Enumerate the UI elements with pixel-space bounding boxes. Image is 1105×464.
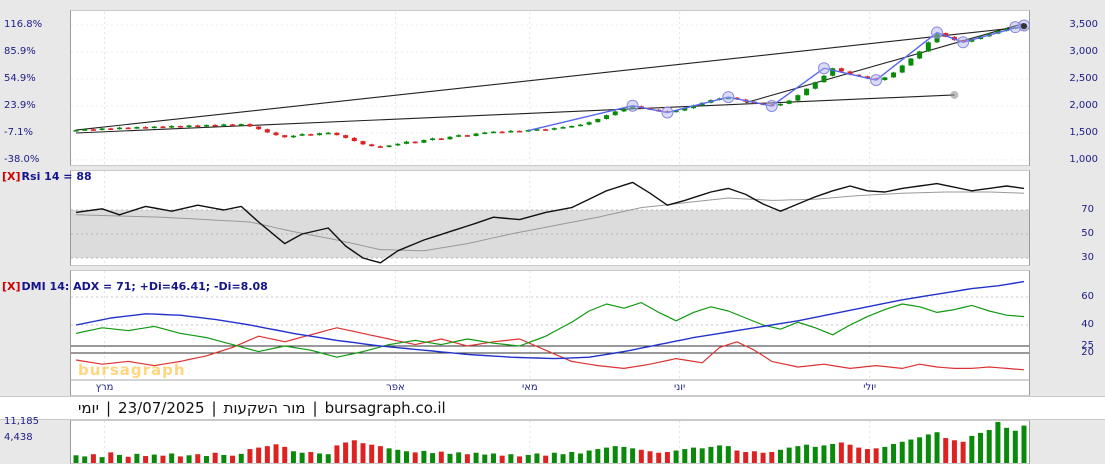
- date-label: 23/07/2025: [118, 399, 205, 417]
- separator: |: [312, 399, 318, 417]
- timeframe-label: יומי: [78, 399, 99, 417]
- watermark: bursagraph: [78, 361, 186, 379]
- broker-label: מור השקעות: [223, 399, 306, 417]
- title-bar: יומי | 23/07/2025 | מור השקעות | bursagr…: [0, 396, 1105, 420]
- dmi-remove-button[interactable]: [X]: [2, 280, 21, 293]
- site-url: bursagraph.co.il: [324, 399, 446, 417]
- rsi-remove-button[interactable]: [X]: [2, 170, 21, 183]
- separator: |: [105, 399, 112, 417]
- separator: |: [211, 399, 217, 417]
